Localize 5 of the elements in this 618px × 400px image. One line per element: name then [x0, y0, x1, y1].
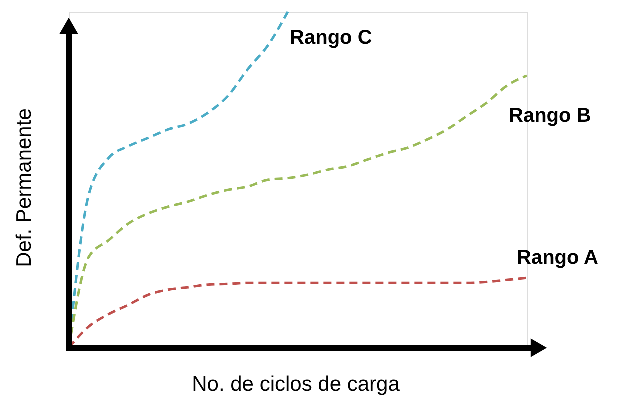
series-label: Rango A: [517, 247, 598, 270]
x-axis-title: No. de ciclos de carga: [192, 373, 400, 396]
series-label: Rango C: [290, 27, 372, 49]
y-axis-title: Def. Permanente: [13, 108, 36, 268]
series-label: Rango B: [509, 104, 592, 127]
